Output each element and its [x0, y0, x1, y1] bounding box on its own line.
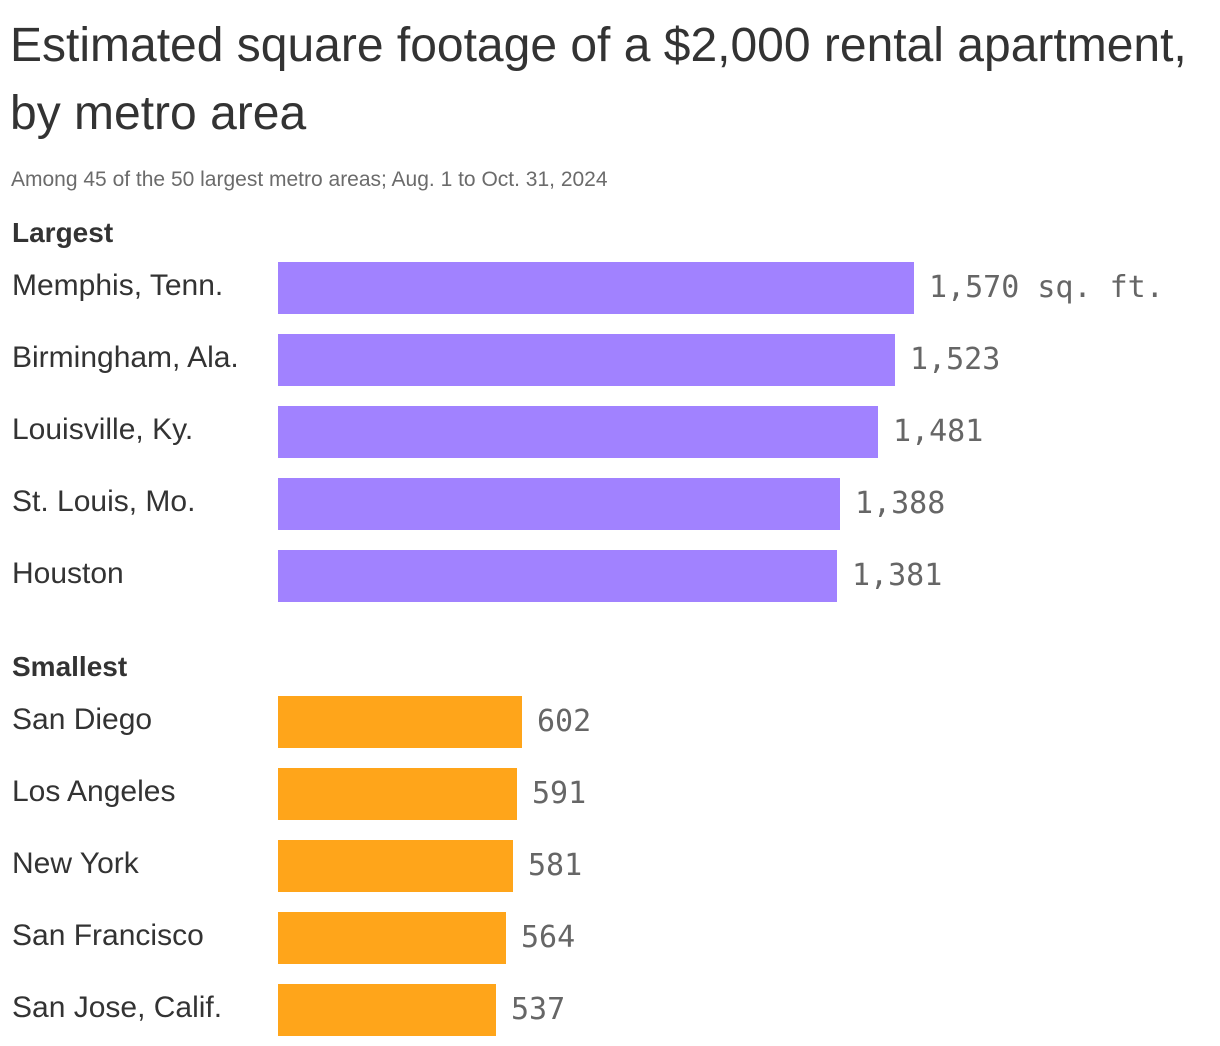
category-label: Birmingham, Ala. — [12, 341, 239, 374]
value-label: 1,381 — [852, 558, 943, 593]
value-label: 1,388 — [855, 486, 946, 521]
category-label: San Diego — [12, 703, 153, 736]
value-label: 1,481 — [893, 414, 984, 449]
value-label: 1,523 — [910, 342, 1001, 377]
bar — [278, 262, 914, 314]
category-label: Los Angeles — [12, 775, 176, 808]
bar — [278, 478, 840, 530]
group-label-smallest: Smallest — [12, 651, 128, 682]
bar — [278, 696, 522, 748]
value-label: 537 — [511, 992, 566, 1027]
bar — [278, 912, 506, 964]
value-label: 564 — [521, 920, 576, 955]
bar — [278, 334, 895, 386]
category-label: San Francisco — [12, 919, 204, 952]
bar — [278, 550, 837, 602]
bar — [278, 768, 517, 820]
chart-subtitle: Among 45 of the 50 largest metro areas; … — [11, 168, 608, 191]
bar — [278, 984, 496, 1036]
chart-title: Estimated square footage of a $2,000 ren… — [10, 19, 1187, 140]
value-label: 602 — [537, 704, 592, 739]
category-label: Memphis, Tenn. — [12, 269, 224, 302]
bar — [278, 840, 513, 892]
bar — [278, 406, 878, 458]
category-label: Houston — [12, 557, 124, 590]
category-label: New York — [12, 847, 139, 880]
value-label: 581 — [528, 848, 583, 883]
value-label: 591 — [532, 776, 587, 811]
value-label: 1,570 sq. ft. — [929, 270, 1164, 305]
group-label-largest: Largest — [12, 217, 114, 248]
category-label: Louisville, Ky. — [12, 413, 194, 446]
category-label: St. Louis, Mo. — [12, 485, 196, 518]
category-label: San Jose, Calif. — [12, 991, 223, 1024]
